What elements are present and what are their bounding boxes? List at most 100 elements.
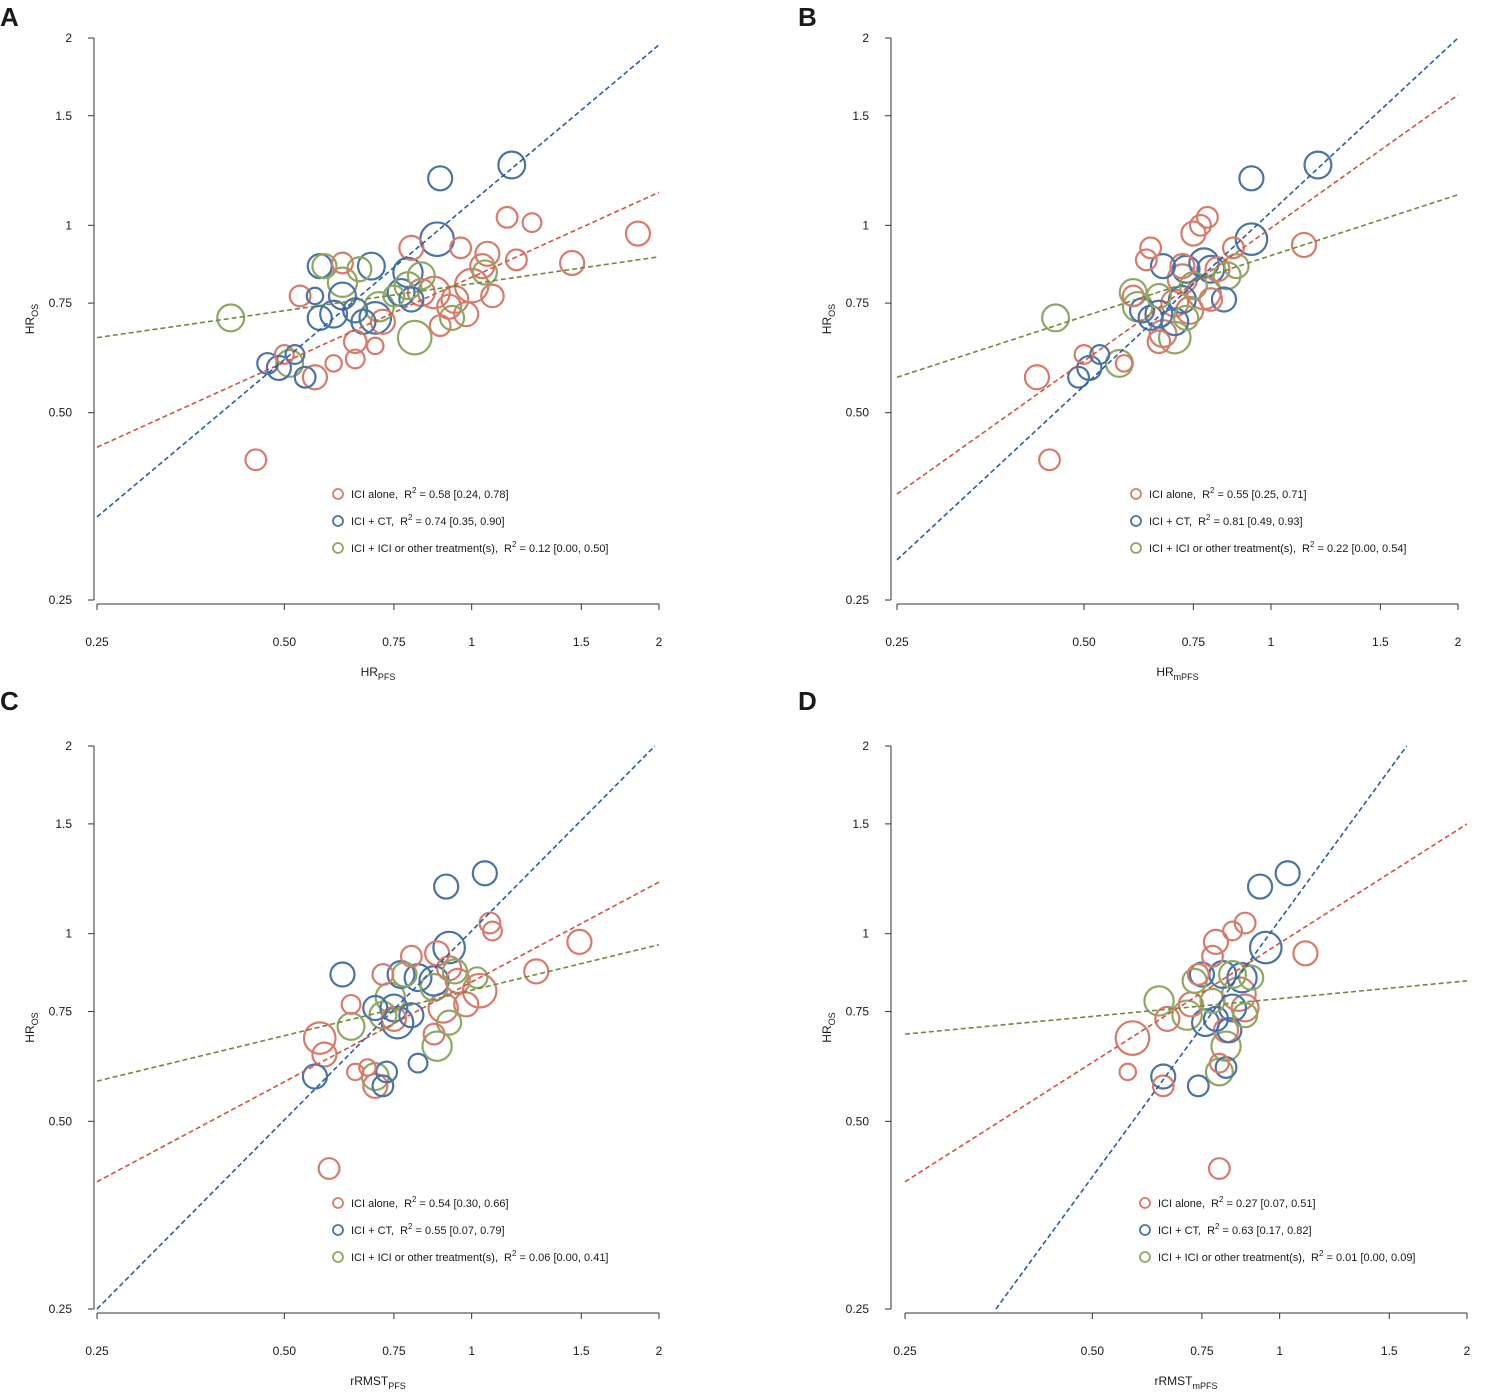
data-point-ici-alone <box>481 920 503 942</box>
data-point-ici-alone <box>480 283 505 309</box>
r-squared-exponent: 2 <box>1215 1222 1220 1231</box>
data-point-ici-alone <box>1186 963 1210 986</box>
data-point-ici-ct <box>1303 150 1333 180</box>
r-squared-exponent: 2 <box>408 513 413 522</box>
data-point-ici-ct <box>1089 344 1111 365</box>
r-squared-exponent: 2 <box>412 1195 417 1204</box>
r-squared-equals: = <box>413 516 426 528</box>
data-point-ici-alone <box>1146 329 1172 355</box>
x-axis-label: HRPFS <box>361 665 396 682</box>
data-point-ici-alone <box>331 251 354 275</box>
x-tick-label: 1 <box>468 635 475 649</box>
legend-marker-ici-alone <box>332 1197 344 1209</box>
r-squared-symbol: R <box>404 1198 412 1210</box>
x-tick-label: 0.75 <box>382 1344 406 1358</box>
data-point-ici-other <box>465 966 489 990</box>
x-tick-label: 0.75 <box>1190 1344 1214 1358</box>
legend-entry: ICI alone, R2 = 0.54 [0.30, 0.66] <box>351 1195 509 1210</box>
y-axis-label: HROS <box>23 1012 40 1042</box>
y-tick-label: 2 <box>862 739 869 753</box>
regression-line-ici-alone <box>96 881 660 1183</box>
r-squared-value: 0.81 [0.49, 0.93] <box>1223 516 1303 528</box>
legend-entry: ICI + ICI or other treatment(s), R2 = 0.1… <box>351 540 609 555</box>
legend-label: ICI + ICI or other treatment(s), <box>351 543 498 555</box>
r-squared-value: 0.12 [0.00, 0.50] <box>529 543 609 555</box>
regression-line-ici-ct <box>896 37 1459 561</box>
x-axis-label-sub: PFS <box>388 1381 406 1391</box>
r-squared-value: 0.55 [0.25, 0.71] <box>1227 489 1307 501</box>
data-point-ici-other <box>1218 960 1248 990</box>
legend-label: ICI + ICI or other treatment(s), <box>1149 543 1296 555</box>
data-point-ici-alone <box>495 205 519 229</box>
y-tick-label: 0.75 <box>49 1005 73 1019</box>
r-squared-value: 0.27 [0.07, 0.51] <box>1236 1198 1316 1210</box>
data-point-ici-other <box>275 348 305 378</box>
data-point-ici-ct <box>1067 365 1091 389</box>
data-point-ici-ct <box>1234 222 1269 257</box>
data-point-ici-ct <box>284 344 306 365</box>
legend-label: ICI alone, <box>351 489 398 501</box>
data-point-ici-ct <box>1226 961 1258 994</box>
data-point-ici-ct <box>418 965 450 997</box>
y-tick-label: 0.25 <box>49 593 73 607</box>
y-axis-label-base: HR <box>820 317 834 335</box>
x-tick-label: 2 <box>656 1344 663 1358</box>
legend-marker-ici-other <box>332 1251 344 1263</box>
data-point-ici-ct <box>1238 165 1265 192</box>
panel-letter: A <box>0 2 19 32</box>
r-squared-equals: = <box>1215 489 1228 501</box>
data-point-ici-alone <box>369 308 396 335</box>
r-squared-value: 0.06 [0.00, 0.41] <box>529 1252 609 1264</box>
data-point-ici-ct <box>432 930 466 965</box>
data-point-ici-alone <box>624 220 652 247</box>
regression-line-ici-ct <box>995 745 1408 1310</box>
r-squared-exponent: 2 <box>1219 1195 1224 1204</box>
data-point-ici-ct <box>319 299 349 329</box>
data-point-ici-ct <box>1248 930 1283 965</box>
data-point-ici-alone <box>1154 1005 1181 1032</box>
x-axis-label: rRMSTPFS <box>350 1374 406 1391</box>
data-point-ici-ct <box>1216 1017 1243 1044</box>
y-tick-label: 1.5 <box>852 817 869 831</box>
x-tick-label: 2 <box>1464 1344 1471 1358</box>
r-squared-symbol: R <box>1198 516 1206 528</box>
data-point-ici-ct <box>375 1060 399 1084</box>
data-point-ici-alone <box>1290 231 1318 259</box>
data-point-ici-alone <box>1118 1062 1138 1082</box>
y-tick-label: 0.50 <box>846 406 870 420</box>
x-tick-label: 0.25 <box>85 635 109 649</box>
y-axis-label: HROS <box>820 304 837 334</box>
y-tick-label: 0.75 <box>846 296 870 310</box>
data-point-ici-alone <box>1134 248 1158 272</box>
panel-letter: B <box>798 2 817 32</box>
data-point-ici-alone <box>453 301 480 328</box>
data-point-ici-alone <box>461 972 498 1009</box>
r-squared-exponent: 2 <box>1310 540 1315 549</box>
x-axis-label-base: rRMST <box>350 1374 389 1388</box>
data-point-ici-other <box>326 266 359 299</box>
data-point-ici-alone <box>1208 1052 1230 1074</box>
data-point-ici-alone <box>566 928 593 956</box>
r-squared-equals: = <box>516 1252 529 1264</box>
data-point-ici-alone <box>1148 319 1178 349</box>
data-point-ici-alone <box>1233 911 1257 935</box>
data-point-ici-alone <box>1202 928 1230 956</box>
r-squared-value: 0.54 [0.30, 0.66] <box>429 1198 509 1210</box>
data-point-ici-ct <box>356 251 386 281</box>
legend-entry: ICI + CT, R2 = 0.74 [0.35, 0.90] <box>351 513 505 528</box>
x-axis-label-base: HR <box>1156 665 1174 679</box>
data-point-ici-alone <box>523 958 550 985</box>
r-squared-equals: = <box>1224 1198 1237 1210</box>
y-tick-label: 1.5 <box>55 109 72 123</box>
data-point-ici-alone <box>424 940 451 967</box>
data-point-ici-ct <box>256 351 280 375</box>
x-axis-label-base: rRMST <box>1154 1374 1193 1388</box>
r-squared-symbol: R <box>1302 543 1310 555</box>
data-point-ici-ct <box>1149 252 1177 280</box>
y-tick-label: 0.75 <box>846 1005 870 1019</box>
regression-line-ici-other <box>96 943 660 1082</box>
y-axis-label: HROS <box>23 304 40 334</box>
